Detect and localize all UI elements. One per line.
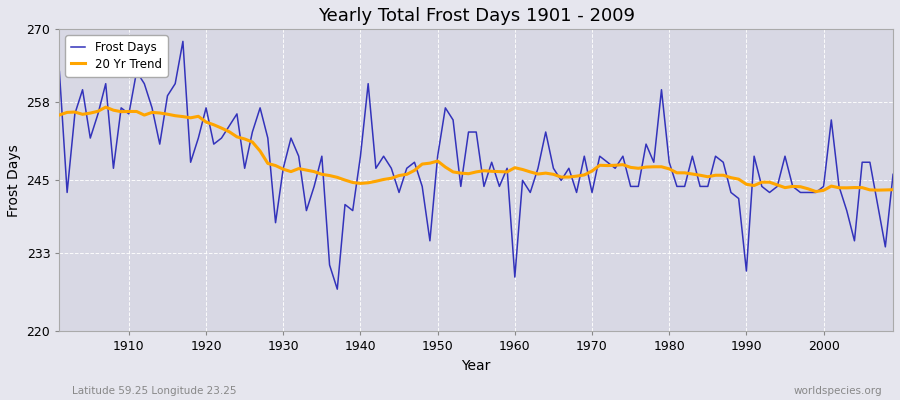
20 Yr Trend xyxy=(339,178,350,182)
20 Yr Trend xyxy=(100,105,111,110)
Title: Yearly Total Frost Days 1901 - 2009: Yearly Total Frost Days 1901 - 2009 xyxy=(318,7,634,25)
Line: Frost Days: Frost Days xyxy=(59,41,893,289)
20 Yr Trend xyxy=(293,166,304,171)
Frost Days xyxy=(617,154,628,158)
X-axis label: Year: Year xyxy=(462,359,490,373)
Text: worldspecies.org: worldspecies.org xyxy=(794,386,882,396)
Legend: Frost Days, 20 Yr Trend: Frost Days, 20 Yr Trend xyxy=(66,35,167,76)
Frost Days xyxy=(54,69,65,74)
Frost Days xyxy=(116,106,127,110)
20 Yr Trend xyxy=(887,187,898,192)
Line: 20 Yr Trend: 20 Yr Trend xyxy=(59,107,893,192)
20 Yr Trend xyxy=(518,167,528,172)
20 Yr Trend xyxy=(54,112,65,117)
20 Yr Trend xyxy=(123,109,134,114)
Frost Days xyxy=(347,208,358,213)
Frost Days xyxy=(518,178,528,183)
Frost Days xyxy=(177,39,188,44)
20 Yr Trend xyxy=(811,189,822,194)
Frost Days xyxy=(332,287,343,292)
Frost Days xyxy=(525,190,535,195)
20 Yr Trend xyxy=(509,165,520,170)
Y-axis label: Frost Days: Frost Days xyxy=(7,144,21,217)
20 Yr Trend xyxy=(610,163,621,168)
Frost Days xyxy=(293,154,304,158)
Text: Latitude 59.25 Longitude 23.25: Latitude 59.25 Longitude 23.25 xyxy=(72,386,237,396)
Frost Days xyxy=(887,172,898,177)
